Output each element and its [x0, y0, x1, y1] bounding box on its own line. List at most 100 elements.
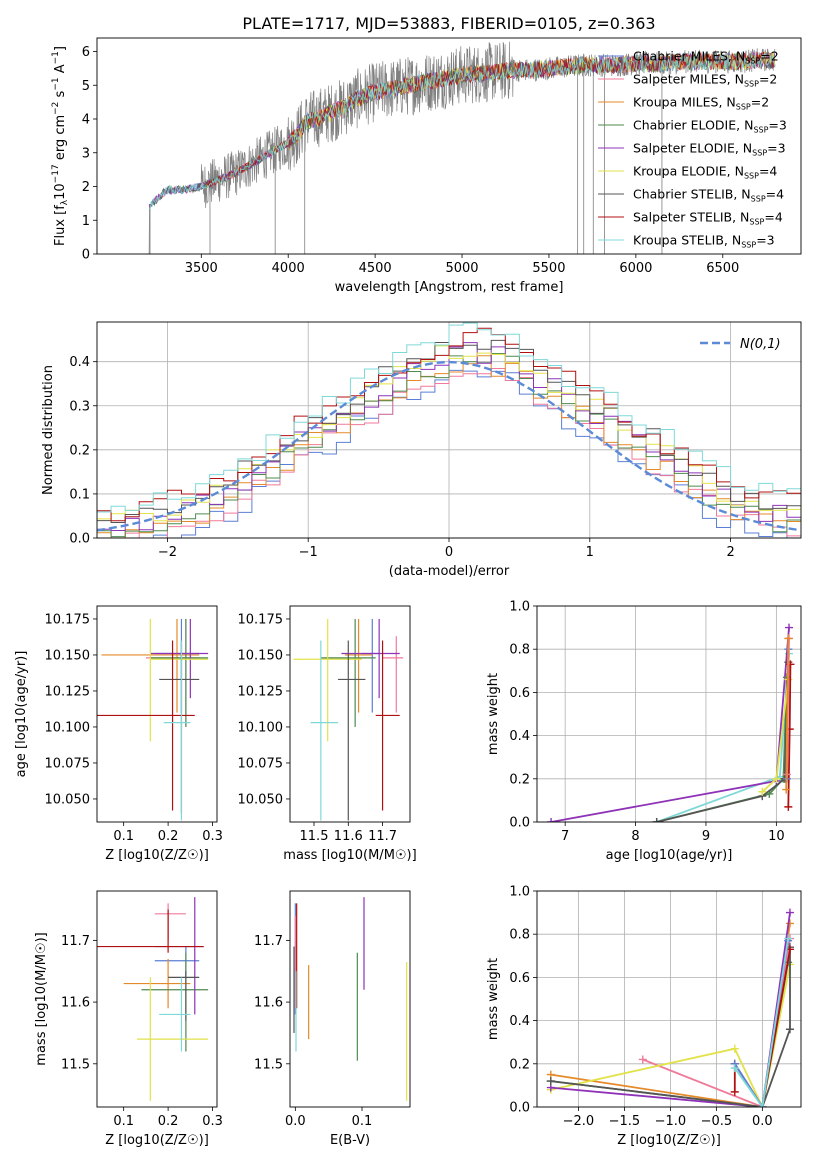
x-tick-label: 0 [445, 545, 453, 560]
plus-marker [652, 818, 661, 822]
weight-line [734, 938, 789, 1107]
y-tick-label: 0.6 [509, 971, 530, 986]
histogram-frame [96, 321, 802, 539]
y-tick-label: 0.1 [69, 487, 90, 502]
plus-marker [785, 919, 794, 928]
x-axis-label: Z [log10(Z/Z☉)] [105, 1133, 209, 1148]
age_vs_Z-axes: 0.1 0.2 0.3 10.050 10.075 10.100 10.125 10.150 1… [14, 612, 223, 863]
y-tick-label: 10.075 [238, 756, 284, 771]
x-tick-label: 10 [768, 829, 785, 844]
weight-line [550, 627, 790, 822]
y-tick-label: 11.7 [254, 934, 283, 949]
y-tick-label: 0.8 [509, 928, 530, 943]
legend-label: Chabrier ELODIE, NSSP=3 [633, 118, 787, 135]
x-tick-label: 0.1 [113, 829, 134, 844]
age_vs_Z-marks [97, 618, 209, 821]
legend-label: Kroupa MILES, NSSP=2 [633, 95, 769, 112]
x-tick-label: 0.2 [158, 829, 179, 844]
legend-label: Salpeter STELIB, NSSP=4 [633, 210, 783, 227]
x-tick-label: 4000 [272, 261, 305, 276]
x-tick-label: −0.5 [701, 1114, 733, 1129]
x-tick-label: 6500 [706, 261, 739, 276]
y-tick-label: 10.100 [45, 720, 91, 735]
x-tick-label: −1.0 [655, 1114, 687, 1129]
x-tick-label: 0.0 [285, 1114, 306, 1129]
y-tick-label: 0.0 [509, 1101, 530, 1116]
plus-marker [758, 787, 767, 796]
plus-marker [730, 1087, 739, 1096]
plus-marker [785, 908, 794, 917]
plus-marker [638, 1055, 647, 1064]
x-tick-label: 0.3 [202, 1114, 223, 1129]
y-tick-label: 0 [82, 248, 90, 263]
x-tick-label: 11.7 [368, 829, 397, 844]
y-tick-label: 11.5 [254, 1057, 283, 1072]
x-tick-label: 0.3 [202, 829, 223, 844]
y-tick-label: 0.2 [69, 443, 90, 458]
y-axis-label: Normed distribution [41, 365, 56, 495]
x-tick-label: 6000 [619, 261, 652, 276]
x-tick-label: −1.5 [609, 1114, 641, 1129]
x-tick-label: −2 [158, 545, 177, 560]
histogram-series [97, 353, 801, 538]
plus-marker [758, 1103, 767, 1107]
x-tick-label: 11.6 [334, 829, 363, 844]
legend-label: Kroupa STELIB, NSSP=3 [633, 233, 775, 250]
legend-label: Kroupa ELODIE, NSSP=4 [633, 164, 777, 181]
weight-line [550, 947, 791, 1107]
y-tick-label: 1.0 [509, 600, 530, 615]
y-tick-label: 11.6 [254, 996, 283, 1011]
plus-marker [546, 1077, 555, 1086]
plus-marker [730, 1044, 739, 1053]
mass_vs_ebv-marks [293, 897, 408, 1101]
y-tick-label: 10.125 [238, 684, 284, 699]
model-line [148, 51, 776, 210]
y-tick-label: 2 [82, 180, 90, 195]
plus-marker [784, 802, 793, 811]
legend: Chabrier MILES, NSSP=2 Salpeter MILES, NS… [598, 49, 787, 250]
plus-marker [785, 1025, 794, 1034]
x-tick-label: 0.0 [752, 1114, 773, 1129]
x-axis-label: Z [log10(Z/Z☉)] [105, 848, 209, 863]
histogram-plot-area [97, 322, 801, 538]
y-tick-label: 10.175 [45, 612, 91, 627]
mass_weight_vs_Z-marks [546, 908, 794, 1107]
weight-line [550, 912, 791, 1107]
legend-label: N(0,1) [740, 337, 781, 352]
mass_weight_vs_age-axes: 7 8 9 10 0.0 0.2 0.4 0.6 0.8 1.0 age [log10(age/yr… [486, 600, 801, 863]
y-tick-label: 10.075 [45, 756, 91, 771]
plus-marker [772, 774, 781, 783]
y-axis-label: mass [log10(M/M☉)] [34, 932, 49, 1065]
age_vs_mass-marks [293, 618, 404, 821]
y-tick-label: 6 [82, 45, 90, 60]
y-tick-label: 10.150 [45, 648, 91, 663]
x-axis-label: wavelength [Angstrom, rest frame] [335, 280, 564, 295]
y-axis-label: Flux [fλ10−17 erg cm−2 s−1 A−1] [51, 46, 70, 246]
x-tick-label: 8 [631, 829, 639, 844]
legend-label: Chabrier STELIB, NSSP=4 [633, 187, 784, 204]
y-tick-label: 10.050 [45, 792, 91, 807]
y-tick-label: 10.125 [45, 684, 91, 699]
x-tick-label: 2 [726, 545, 734, 560]
y-tick-label: 0.0 [509, 816, 530, 831]
spectrum-plot-area [145, 41, 776, 254]
weight-line [642, 938, 791, 1107]
x-tick-label: 3500 [185, 261, 218, 276]
y-tick-label: 0.8 [509, 643, 530, 658]
plus-marker [730, 1064, 739, 1073]
age_vs_mass-frame [289, 605, 411, 823]
figure-title: PLATE=1717, MJD=53883, FIBERID=0105, z=0… [242, 14, 655, 33]
mass_vs_Z-frame [96, 890, 218, 1108]
plus-marker [782, 785, 791, 794]
x-tick-label: 11.5 [300, 829, 329, 844]
y-tick-label: 0.0 [69, 532, 90, 547]
y-axis-label: age [log10(age/yr)] [14, 651, 29, 778]
plus-marker [784, 634, 793, 643]
x-axis-label: (data-model)/error [389, 564, 510, 579]
x-tick-label: 5500 [532, 261, 565, 276]
y-tick-label: 11.7 [61, 934, 90, 949]
normal-curve [97, 360, 799, 532]
x-tick-label: 5000 [445, 261, 478, 276]
plus-marker [547, 818, 556, 822]
